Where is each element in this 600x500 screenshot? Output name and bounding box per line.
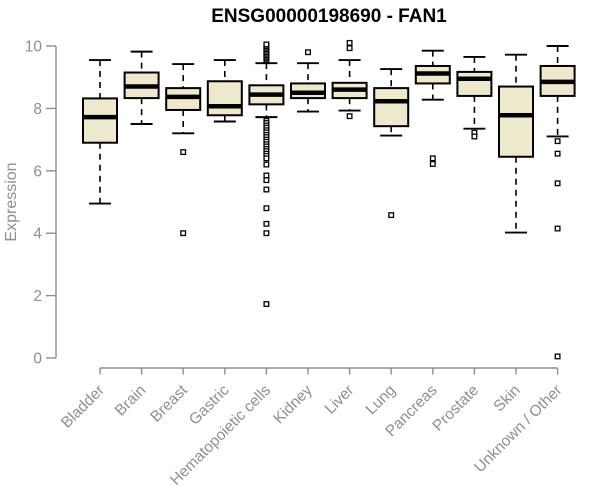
box-rect	[82, 97, 118, 144]
outlier-point	[554, 353, 561, 360]
outlier-point	[346, 113, 353, 120]
outlier-point	[263, 205, 270, 212]
box-rect	[498, 85, 534, 158]
outlier-point	[263, 172, 270, 179]
outlier-point	[429, 155, 436, 162]
y-tick-label: 4	[33, 226, 42, 243]
x-tick-label: Bladder	[58, 382, 108, 432]
boxplot-lung	[373, 68, 410, 219]
boxplot-unknown-other	[539, 45, 576, 360]
outlier-point	[180, 230, 187, 237]
outlier-point	[263, 230, 270, 237]
x-tick-label: Lung	[363, 382, 399, 418]
outlier-point	[263, 161, 270, 168]
boxplot-liver	[331, 39, 368, 120]
y-tick-label: 6	[33, 163, 42, 180]
boxplot-kidney	[290, 49, 326, 113]
boxplot-skin	[498, 53, 534, 234]
chart-title: ENSG00000198690 - FAN1	[211, 6, 447, 27]
box-rect	[206, 80, 243, 117]
box-rect	[373, 87, 410, 128]
boxplot-hematopoietic-cells	[248, 41, 285, 307]
y-tick-label: 2	[33, 288, 42, 305]
outlier-point	[471, 133, 478, 140]
outlier-point	[263, 301, 270, 307]
boxplots-layer	[82, 39, 576, 360]
box-rect	[456, 70, 493, 97]
outlier-point	[263, 186, 270, 193]
x-tick-label: Liver	[322, 382, 358, 418]
y-tick-label: 8	[33, 101, 42, 118]
x-tick-label: Brain	[112, 382, 150, 420]
outlier-point	[263, 41, 270, 48]
x-tick-label: Breast	[147, 381, 191, 425]
y-tick-label: 0	[33, 351, 42, 368]
outlier-point	[346, 45, 353, 52]
outlier-point	[429, 160, 436, 167]
boxplot-pancreas	[414, 49, 451, 167]
boxplot-breast	[165, 63, 202, 237]
y-axis-label: Expression	[3, 162, 20, 241]
outlier-point	[554, 150, 561, 157]
outlier-point	[554, 138, 561, 145]
y-tick-label: 10	[25, 39, 43, 56]
boxplot-gastric	[206, 59, 243, 123]
outlier-point	[554, 225, 561, 232]
boxplot-bladder	[82, 59, 118, 205]
outlier-point	[554, 180, 561, 187]
boxplot-brain	[123, 50, 160, 125]
x-tick-label: Kidney	[270, 382, 316, 428]
outlier-point	[388, 212, 395, 219]
outlier-point	[263, 177, 270, 184]
x-tick-label: Skin	[490, 382, 523, 415]
outlier-point	[180, 149, 187, 156]
y-axis: 0 2 4 6 8 10	[25, 39, 57, 368]
outlier-point	[305, 49, 311, 56]
outlier-point	[346, 39, 353, 46]
outlier-point	[263, 155, 270, 162]
boxplot-prostate	[456, 55, 493, 140]
x-tick-label: Prostate	[429, 382, 482, 435]
outlier-point	[263, 220, 270, 227]
